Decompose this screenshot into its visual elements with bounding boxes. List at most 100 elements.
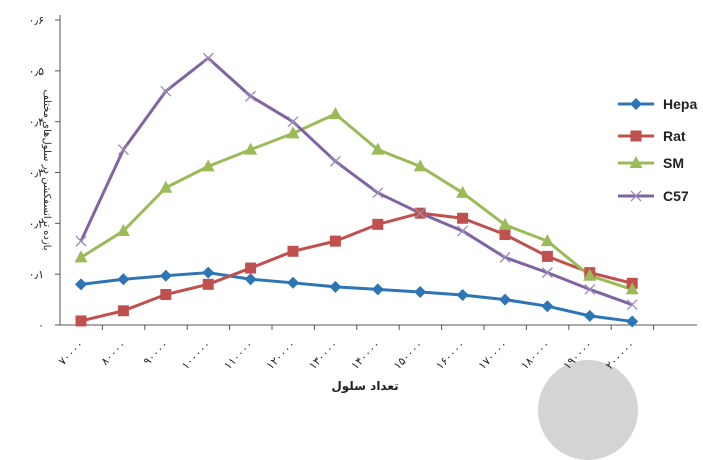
data-point-square	[457, 212, 469, 224]
x-marker-stroke	[160, 85, 172, 97]
data-point-diamond	[456, 289, 469, 302]
x-tick-label: ۲۰۰۰۰۰	[603, 338, 637, 372]
x-marker-stroke	[329, 155, 341, 167]
x-marker-stroke	[626, 299, 638, 311]
legend-label: Hepa	[663, 96, 697, 112]
data-point-x	[202, 52, 214, 64]
data-point-triangle	[244, 142, 258, 155]
legend-label: Rat	[663, 128, 686, 144]
data-point-triangle	[371, 142, 385, 155]
data-point-x	[160, 85, 172, 97]
y-axis-title: بازده ترانسفکشن در سلول‌های مختلف	[41, 89, 52, 250]
series-line-hepa	[80, 271, 633, 323]
data-point-diamond	[499, 293, 511, 306]
data-point-triangle	[498, 217, 512, 230]
y-tick-label: ۰٫۳	[29, 167, 44, 180]
data-point-diamond	[244, 273, 257, 286]
data-point-triangle	[540, 234, 554, 247]
data-point-x	[541, 267, 553, 279]
y-tick-label: ۰٫۲	[29, 217, 44, 230]
x-marker-stroke	[630, 190, 642, 202]
data-point-diamond	[117, 273, 130, 286]
y-tick-label: ۰٫۵	[29, 65, 44, 78]
data-point-diamond	[329, 280, 342, 293]
x-tick-label: ۸۰۰۰۰	[98, 338, 128, 368]
x-tick-label: ۱۰۰۰۰۰	[179, 338, 213, 372]
data-point-square	[329, 235, 341, 247]
x-tick-label: ۱۴۰۰۰۰	[349, 338, 383, 372]
series-line-sm	[80, 112, 633, 291]
data-point-x	[630, 190, 642, 202]
x-tick-label: ۱۲۰۰۰۰	[264, 338, 298, 372]
data-point-diamond	[159, 269, 172, 282]
y-tick-label: ۰٫۴	[29, 116, 44, 129]
x-axis-title: تعداد سلول	[331, 379, 398, 394]
tick-labels: ۰ ۰٫۱ ۰٫۲ ۰٫۳ ۰٫۴ ۰٫۵ ۰٫۶ ۷۰۰۰۰ ۸۰۰۰۰ ۹۰۰۰۰ ۱۰۰۰۰۰…	[29, 14, 638, 372]
legend-item-sm: SM	[618, 155, 684, 171]
x-marker-stroke	[584, 283, 596, 295]
data-point-x	[75, 235, 87, 247]
x-tick-label: ۱۳۰۰۰۰	[306, 338, 340, 372]
x-tick-label: ۱۷۰۰۰۰	[476, 338, 510, 372]
x-marker-stroke	[541, 267, 553, 279]
x-marker-stroke	[245, 90, 257, 102]
data-point-square	[117, 305, 129, 317]
x-marker-stroke	[287, 116, 299, 128]
x-marker-stroke	[499, 251, 511, 263]
x-marker-stroke	[457, 225, 469, 237]
legend-label: C57	[663, 188, 689, 204]
series-line-rat	[80, 211, 633, 323]
series-line-c57	[79, 56, 633, 307]
data-point-diamond	[626, 315, 639, 328]
axes	[55, 15, 697, 330]
data-point-triangle	[201, 159, 215, 172]
legend-label: SM	[663, 155, 684, 171]
data-point-diamond	[202, 266, 215, 279]
data-point-square	[160, 289, 172, 300]
data-point-square	[372, 218, 384, 230]
data-point-square	[245, 262, 257, 274]
data-point-diamond	[583, 309, 596, 322]
data-point-x	[245, 90, 257, 102]
data-point-x	[117, 144, 129, 156]
data-point-triangle	[583, 268, 597, 281]
x-marker-stroke	[117, 144, 129, 156]
data-point-triangle	[413, 159, 427, 172]
y-tick-label: ۰٫۶	[29, 14, 44, 27]
data-point-diamond	[287, 276, 299, 289]
data-point-diamond	[630, 98, 642, 110]
x-marker-stroke	[202, 52, 214, 64]
legend: Hepa Rat SM C57	[618, 96, 697, 204]
legend-item-hepa: Hepa	[618, 96, 697, 112]
series-markers	[74, 52, 639, 328]
x-tick-label: ۱۱۰۰۰۰	[221, 338, 255, 372]
x-tick-label: ۹۰۰۰۰	[141, 338, 171, 368]
data-point-triangle	[629, 156, 643, 168]
x-tick-label: ۱۹۰۰۰۰	[561, 338, 595, 372]
data-point-diamond	[541, 300, 554, 313]
data-point-triangle	[456, 185, 470, 198]
series-lines	[79, 56, 633, 323]
x-tick-label: ۱۵۰۰۰۰	[391, 338, 425, 372]
data-point-x	[499, 251, 511, 263]
data-point-x	[287, 116, 299, 128]
data-point-triangle	[116, 223, 130, 236]
data-point-x	[626, 299, 638, 311]
x-marker-stroke	[414, 207, 426, 219]
data-point-square	[287, 245, 299, 257]
y-tick-label: ۰	[38, 319, 44, 332]
x-marker-stroke	[75, 235, 87, 247]
x-marker-stroke	[372, 187, 384, 199]
data-point-diamond	[414, 285, 427, 298]
data-point-triangle	[328, 107, 342, 120]
legend-item-rat: Rat	[618, 128, 686, 144]
data-point-square	[541, 250, 553, 262]
data-point-triangle	[159, 180, 173, 193]
data-point-square	[630, 130, 642, 142]
data-point-diamond	[371, 283, 384, 296]
data-point-diamond	[75, 278, 87, 291]
line-chart: ۰ ۰٫۱ ۰٫۲ ۰٫۳ ۰٫۴ ۰٫۵ ۰٫۶ ۷۰۰۰۰ ۸۰۰۰۰ ۹۰۰۰۰ ۱۰۰۰۰۰…	[29, 14, 698, 394]
data-point-x	[414, 207, 426, 219]
data-point-triangle	[625, 282, 639, 295]
legend-item-c57: C57	[618, 188, 689, 204]
